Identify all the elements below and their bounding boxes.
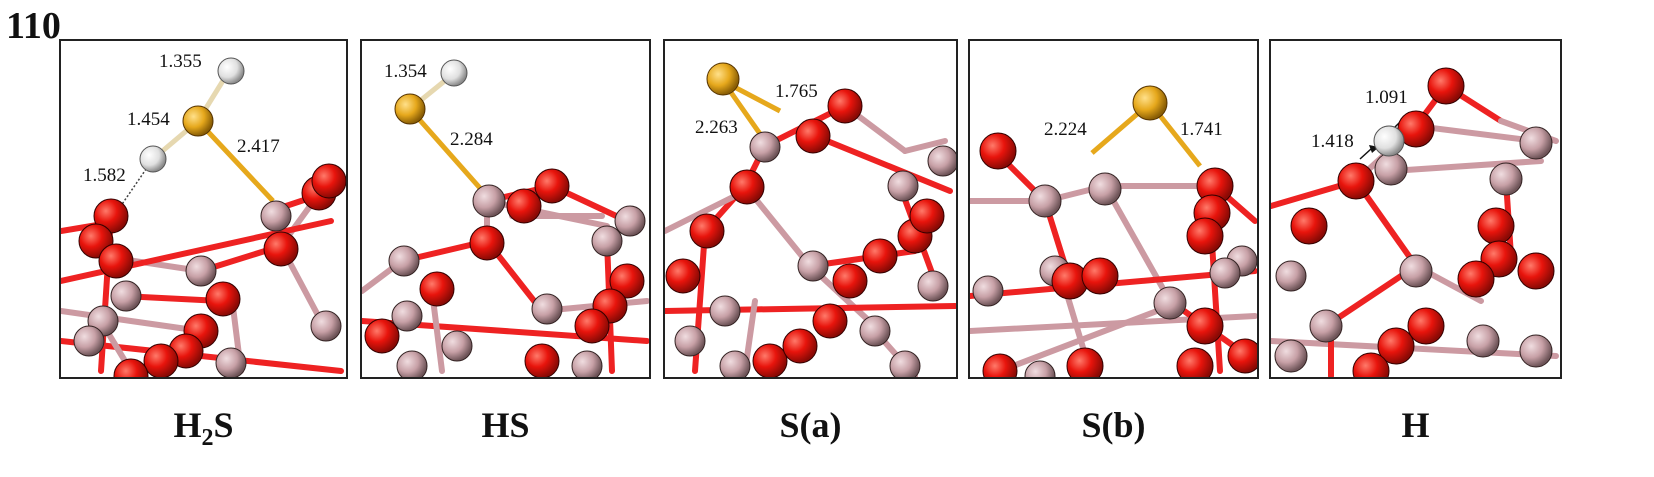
hydrogen-atom: [139, 145, 167, 173]
bond-length-label: 2.263: [695, 117, 738, 138]
h-structure: 1.091 1.418: [1271, 67, 1559, 377]
bond-length-label: 2.224: [1044, 119, 1087, 140]
sulfur-atom: [706, 62, 740, 96]
caption-main: H: [1401, 405, 1430, 445]
bond-length-label: 1.091: [1365, 87, 1408, 108]
caption-sa: S(a): [663, 404, 958, 454]
sa-structure: 1.765 2.263: [665, 62, 956, 377]
bond-length-label: 1.582: [83, 165, 126, 186]
facet-label: 110: [6, 5, 61, 47]
caption-sb: S(b): [968, 404, 1259, 454]
bond-length-label: 2.284: [450, 129, 493, 150]
sulfur-atom: [182, 105, 214, 137]
caption-main: S(b): [1081, 405, 1146, 445]
caption-main: H: [173, 405, 202, 445]
sulfur-atom: [394, 93, 426, 125]
caption-h2s: H2S: [59, 404, 348, 454]
bond-length-label: 1.765: [775, 81, 818, 102]
bond-length-label: 1.418: [1311, 131, 1354, 152]
sulfur-atom: [1132, 85, 1168, 121]
caption-subscript: 2: [201, 425, 214, 452]
caption-h: H: [1269, 404, 1562, 454]
hydrogen-atom: [1373, 125, 1405, 157]
h2s-structure: 1.355 1.454 1.582 2.417: [61, 51, 346, 377]
sb-structure: 2.224 1.741: [970, 85, 1257, 377]
caption-main: HS: [481, 405, 530, 445]
bond-length-label: 1.454: [127, 109, 170, 130]
panel-sa: 1.765 2.263: [663, 39, 958, 379]
bond-length-label: 1.354: [384, 61, 427, 82]
panel-h: 1.091 1.418: [1269, 39, 1562, 379]
hydrogen-atom: [440, 59, 468, 87]
bond-length-label: 1.741: [1180, 119, 1223, 140]
hydrogen-atom: [217, 57, 245, 85]
bond-length-label: 1.355: [159, 51, 202, 72]
hs-structure: 1.354 2.284: [362, 59, 649, 377]
panel-sb: 2.224 1.741: [968, 39, 1259, 379]
caption-hs: HS: [360, 404, 651, 454]
caption-main: S(a): [779, 405, 842, 445]
caption-tail: S: [213, 405, 234, 445]
panel-h2s: 1.355 1.454 1.582 2.417: [59, 39, 348, 379]
bond-length-label: 2.417: [237, 136, 280, 157]
panel-hs: 1.354 2.284: [360, 39, 651, 379]
